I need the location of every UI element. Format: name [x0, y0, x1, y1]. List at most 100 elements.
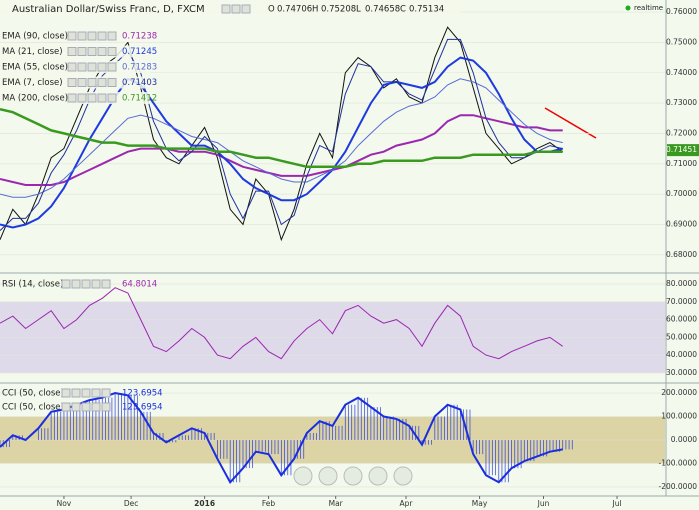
x-tick-label: Dec	[124, 499, 139, 508]
icon	[67, 62, 77, 72]
icon	[77, 31, 87, 41]
y-tick-label: -200.0000	[659, 482, 698, 491]
icon	[87, 78, 97, 87]
icon	[77, 62, 87, 72]
icon	[221, 4, 231, 14]
ohlc-label: C	[400, 5, 406, 15]
y-tick-label: 40.0000	[666, 350, 697, 359]
icon	[107, 93, 117, 103]
legend-value: 0.71403	[122, 78, 157, 88]
rsi-line	[0, 287, 563, 360]
ohlc-value: 0.74706	[277, 5, 312, 15]
last-price-box	[667, 144, 699, 157]
icon	[97, 93, 107, 103]
icon	[107, 31, 117, 41]
cci-title: CCI (50, close)	[2, 389, 64, 399]
x-tick-label: Mar	[329, 499, 344, 508]
y-tick-label: 0.75000	[666, 37, 697, 46]
ma-line	[0, 107, 563, 169]
nav-button[interactable]	[368, 466, 388, 486]
x-tick-label: Jun	[537, 499, 550, 508]
icon	[231, 4, 241, 14]
legend-value: 0.71245	[122, 47, 157, 57]
y-tick-label: 0.68000	[666, 250, 697, 259]
rsi-title: RSI (14, close)	[2, 280, 63, 290]
icon	[97, 78, 107, 87]
legend-value: 0.71238	[122, 32, 157, 42]
y-tick-label: 30.0000	[666, 368, 697, 377]
y-tick-label: 0.69000	[666, 219, 697, 228]
y-tick-label: -100.0000	[659, 458, 698, 467]
legend-value: 0.71283	[122, 63, 157, 73]
icon	[91, 388, 101, 398]
icon	[81, 279, 91, 289]
y-tick-label: 70.0000	[666, 297, 697, 306]
icon	[87, 31, 97, 41]
ma-line	[0, 114, 563, 186]
icon	[61, 279, 71, 289]
status: realtime	[634, 4, 663, 12]
legend-name: MA (200, close)	[2, 94, 68, 104]
y-tick-label: 200.0000	[661, 388, 697, 397]
icon	[61, 388, 71, 398]
y-tick-label: 0.73000	[666, 98, 697, 107]
title: Australian Dollar/Swiss Franc, D, FXCM	[12, 4, 205, 15]
ohlc-value: 0.74658	[365, 5, 400, 15]
rsi-value: 64.8014	[122, 280, 157, 290]
y-tick-label: 60.0000	[666, 315, 697, 324]
icon	[71, 388, 81, 398]
icon	[81, 388, 91, 398]
icon	[77, 47, 87, 56]
icon	[71, 402, 81, 412]
icon	[81, 402, 91, 412]
y-tick-label: 80.0000	[666, 279, 697, 288]
y-tick-label: 0.70000	[666, 189, 697, 198]
icon	[87, 62, 97, 72]
y-tick-label: 100.0000	[661, 412, 697, 421]
icon	[87, 47, 97, 56]
x-tick-label: Apr	[400, 499, 414, 508]
icon	[97, 62, 107, 72]
x-tick-label: Jul	[612, 499, 622, 508]
ohlc-label: H	[312, 5, 318, 15]
ohlc-label: O	[268, 5, 275, 15]
y-tick-label: 50.0000	[666, 332, 697, 341]
x-tick-label: Nov	[57, 499, 72, 508]
ohlc-label: L	[356, 5, 361, 15]
y-tick-label: 0.74000	[666, 68, 697, 77]
y-tick-label: 0.71000	[666, 159, 697, 168]
cci-value: 123.6954	[122, 403, 163, 413]
ma-line	[0, 56, 563, 229]
icon	[61, 402, 71, 412]
nav-button[interactable]	[393, 466, 413, 486]
icon	[77, 78, 87, 87]
y-tick-label: 0.76000	[666, 7, 697, 16]
x-tick-label: 2016	[194, 499, 215, 508]
icon	[87, 93, 97, 103]
nav-button[interactable]	[293, 466, 313, 486]
last-price: 0.71451	[666, 145, 697, 154]
cci-line	[0, 391, 563, 485]
ma-line	[0, 78, 563, 198]
icon	[101, 402, 111, 412]
icon	[101, 388, 111, 398]
icon	[67, 31, 77, 41]
icon	[91, 279, 101, 289]
icon	[107, 78, 117, 87]
icon	[71, 279, 81, 289]
nav-button[interactable]	[343, 466, 363, 486]
icon	[241, 4, 251, 14]
navigation	[293, 466, 413, 486]
icon	[97, 47, 107, 56]
icon	[107, 47, 117, 56]
y-tick-label: 0.72000	[666, 128, 697, 137]
x-tick-label: May	[472, 499, 488, 508]
icon	[107, 62, 117, 72]
cci-value: 123.6954	[122, 389, 163, 399]
ohlc-value: 0.75134	[409, 5, 444, 15]
icon	[67, 93, 77, 103]
nav-button[interactable]	[318, 466, 338, 486]
icon	[101, 279, 111, 289]
